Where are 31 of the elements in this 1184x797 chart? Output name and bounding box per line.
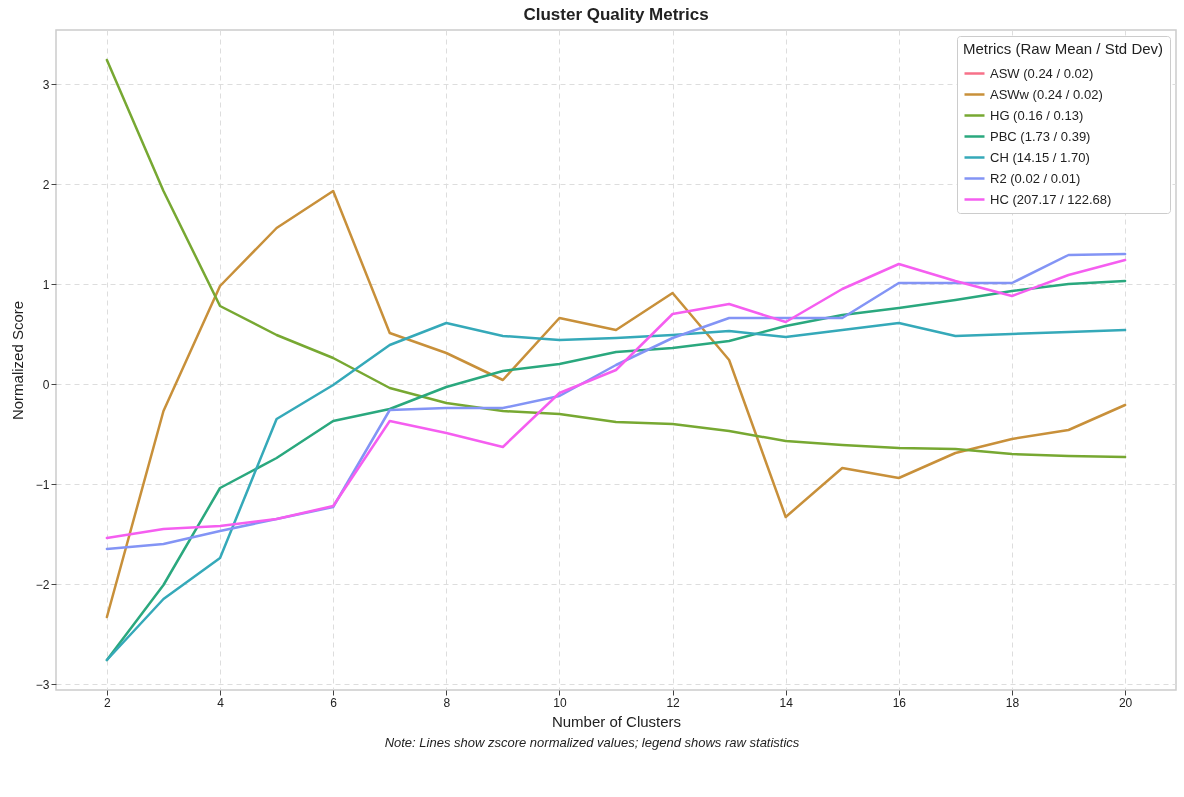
legend-title: Metrics (Raw Mean / Std Dev) — [963, 40, 1164, 57]
legend-label: HG (0.16 / 0.13) — [990, 107, 1084, 123]
legend-label: HC (207.17 / 122.68) — [990, 191, 1112, 207]
y-tick-label: 1 — [42, 277, 50, 292]
y-tick-label: −1 — [35, 477, 50, 492]
x-tick-label: 16 — [892, 695, 907, 710]
x-tick-label: 4 — [217, 695, 225, 710]
legend-label: ASW (0.24 / 0.02) — [990, 65, 1094, 81]
x-tick-label: 6 — [330, 695, 338, 710]
legend-label: ASWw (0.24 / 0.02) — [990, 86, 1103, 102]
legend-label: CH (14.15 / 1.70) — [990, 149, 1090, 165]
x-tick-label: 2 — [104, 695, 112, 710]
y-tick-label: 0 — [42, 377, 50, 392]
x-tick-label: 12 — [666, 695, 681, 710]
y-tick-label: 3 — [42, 77, 50, 92]
x-tick-label: 10 — [553, 695, 567, 710]
chart-title: Cluster Quality Metrics — [523, 5, 709, 24]
x-axis-title: Number of Clusters — [551, 712, 682, 730]
y-tick-label: −3 — [35, 677, 50, 692]
y-tick-label: −2 — [35, 577, 50, 592]
x-tick-label: 14 — [779, 695, 794, 710]
line-series — [105, 58, 1127, 459]
legend-label: PBC (1.73 / 0.39) — [990, 128, 1091, 144]
x-tick-label: 18 — [1005, 695, 1020, 710]
x-tick-label: 8 — [443, 695, 451, 710]
y-axis-title: Normalized Score — [8, 300, 26, 421]
y-tick-label: 2 — [42, 177, 50, 192]
text: Note: Lines show zscore normalized values; legend shows raw statistics — [383, 735, 801, 750]
x-tick-label: 20 — [1118, 695, 1133, 710]
line-series — [105, 189, 1127, 619]
legend-label: R2 (0.02 / 0.01) — [990, 170, 1081, 186]
